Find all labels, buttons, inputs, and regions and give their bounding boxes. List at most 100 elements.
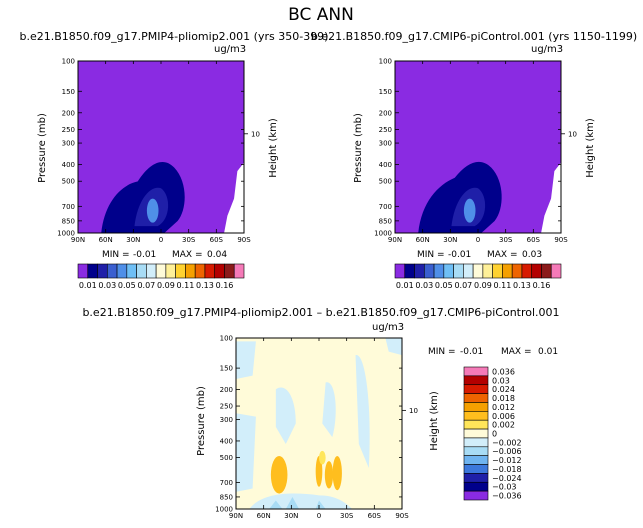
y-tick-label: 300 [220,416,233,424]
plot-field [78,61,244,233]
panel-difference-colorbar: 0.0360.030.0240.0180.0120.0060.0020−0.00… [463,366,522,501]
colorbar-swatch [423,263,435,279]
x-tick-label: 90S [554,236,568,244]
contour-region [275,387,296,445]
colorbar-label: 0.13 [513,281,531,290]
colorbar-swatch [463,393,489,403]
colorbar-swatch [463,402,489,412]
page-title: BC ANN [288,5,354,25]
colorbar-swatch [463,473,489,483]
panel-pliomip-ylabel-right: Height (km) [268,118,279,178]
contour-region [285,497,300,509]
panel-difference-ylabel: Pressure (mb) [196,386,207,456]
colorbar-label: 0.07 [454,281,472,290]
colorbar-label: −0.018 [492,465,522,474]
panel-pliomip-units: ug/m3 [214,44,246,55]
colorbar-swatch [194,263,206,279]
colorbar-label: 0.03 [98,281,116,290]
colorbar-label: 0.01 [79,281,97,290]
panel-picontrol-max-label: MAX = [487,250,518,260]
colorbar-swatch [463,384,489,394]
missing-data-region [541,162,561,233]
panel-difference-ylabel-right: Height (km) [429,391,440,451]
y-tick-label: 100 [62,58,75,66]
colorbar-swatch [550,263,562,279]
panel-difference-max-value: 0.01 [538,347,558,357]
x-tick-label: 60S [527,236,541,244]
colorbar-label: 0.03 [415,281,433,290]
colorbar-swatch [185,263,196,279]
panel-difference-units: ug/m3 [372,322,404,333]
colorbar-label: 0.05 [435,281,453,290]
colorbar-swatch [116,263,128,279]
panel-picontrol-units: ug/m3 [531,44,563,55]
plot-field [395,61,561,233]
y-tick-label: 300 [379,140,392,148]
contour-region [319,450,326,465]
colorbar-swatch [463,464,489,474]
colorbar-label: −0.002 [492,438,522,447]
colorbar-label: 0.006 [492,412,515,421]
y-tick-label: 250 [220,403,233,411]
colorbar-label: 0 [492,430,497,439]
contour-region [463,198,476,223]
colorbar-swatch [443,263,454,279]
y-tick-label: 400 [379,161,392,169]
colorbar-swatch [511,263,523,279]
panel-picontrol-max-value: 0.03 [522,250,542,260]
colorbar-label: −0.006 [492,447,522,456]
x-tick-label: 90N [71,236,85,244]
panel-pliomip: b.e21.B1850.f09_g17.PMIP4-pliomip2.001 (… [20,30,329,290]
y-tick-label: 200 [62,109,75,117]
x-tick-label: 0 [476,236,480,244]
y-tick-label: 150 [220,365,233,373]
colorbar-label: 0.012 [492,403,515,412]
colorbar-swatch [463,366,489,377]
contour-region [322,382,336,438]
height-tick-label: 10 [568,130,577,138]
height-tick-label: 10 [251,130,260,138]
colorbar-swatch [453,263,464,279]
y-tick-label: 850 [379,217,392,225]
y-tick-label: 1000 [215,506,233,514]
x-tick-label: 60N [257,512,271,520]
colorbar-label: 0.03 [492,376,510,385]
colorbar-label: 0.024 [492,385,515,394]
colorbar-label: 0.11 [177,281,195,290]
missing-data-region [224,162,244,233]
plot-field [236,338,402,509]
x-tick-label: 90N [388,236,402,244]
colorbar-swatch [433,263,445,279]
colorbar-label: −0.03 [492,483,517,492]
x-tick-label: 30N [443,236,457,244]
colorbar-swatch [541,263,552,279]
x-tick-label: 90S [395,512,409,520]
panel-pliomip-min-label: MIN = [102,250,130,260]
panel-difference-min-label: MIN = [428,347,456,357]
colorbar-swatch [472,263,484,279]
colorbar-swatch [106,263,118,279]
colorbar-swatch [463,481,489,492]
colorbar-swatch [146,263,157,279]
y-tick-label: 500 [220,454,233,462]
colorbar-label: 0.07 [137,281,155,290]
colorbar-label: 0.036 [492,367,515,376]
colorbar-swatch [87,263,98,279]
colorbar-swatch [463,411,489,421]
colorbar-swatch [165,263,176,279]
contour-region [315,455,323,487]
panel-pliomip-colorbar: 0.01 0.03 0.05 0.07 0.09 0.11 0.13 0.16 [77,263,245,290]
panel-pliomip-min-value: -0.01 [133,250,156,260]
x-tick-label: 60N [416,236,430,244]
colorbar-swatch [394,263,406,279]
panel-pliomip-max-value: 0.04 [207,250,227,260]
contour-region [324,461,334,489]
colorbar-label: 0.002 [492,421,515,430]
colorbar-swatch [463,490,489,501]
y-tick-label: 500 [62,178,75,186]
y-tick-label: 100 [379,58,392,66]
colorbar-label: 0.09 [474,281,492,290]
x-tick-label: 60S [368,512,382,520]
